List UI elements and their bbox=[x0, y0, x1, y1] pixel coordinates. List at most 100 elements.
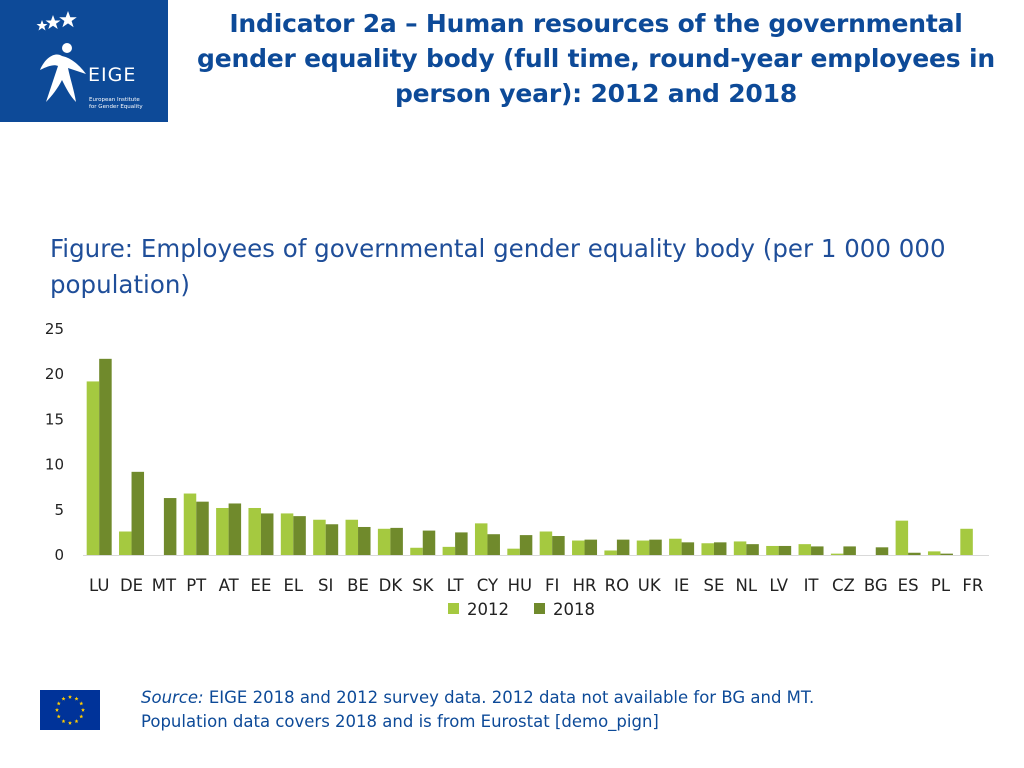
bar-2018-LU bbox=[99, 358, 112, 555]
bar-2012-HU bbox=[507, 548, 520, 555]
x-tick-label: NL bbox=[736, 576, 758, 595]
bar-2012-EE bbox=[248, 507, 261, 555]
y-tick-label: 25 bbox=[45, 320, 64, 338]
x-tick-label: ES bbox=[898, 576, 919, 595]
source-text-line2: Population data covers 2018 and is from … bbox=[141, 712, 659, 731]
eige-star-figure-icon bbox=[36, 11, 86, 102]
bar-2018-IE bbox=[681, 542, 695, 555]
logo-subtitle: European Institute for Gender Equality bbox=[89, 97, 143, 110]
legend-label-2012: 2012 bbox=[467, 600, 509, 619]
figure-title: Figure: Employees of governmental gender… bbox=[50, 234, 946, 299]
bar-2018-BG bbox=[875, 547, 889, 555]
x-tick-label: AT bbox=[219, 576, 240, 595]
legend-swatch-2018 bbox=[534, 603, 545, 614]
bar-2018-EE bbox=[260, 513, 274, 555]
bar-2012-HR bbox=[572, 540, 585, 555]
bar-2018-NL bbox=[746, 544, 759, 555]
legend: 2012 2018 bbox=[448, 600, 595, 619]
bar-2012-FR bbox=[960, 528, 973, 555]
bar-2018-CY bbox=[487, 534, 500, 555]
bar-2018-IT bbox=[811, 546, 824, 555]
x-tick-label: BG bbox=[864, 576, 888, 595]
eige-logo: EIGE European Institute for Gender Equal… bbox=[0, 0, 168, 122]
legend-swatch-2012 bbox=[448, 603, 459, 614]
legend-label-2018: 2018 bbox=[553, 600, 595, 619]
x-tick-label: HU bbox=[508, 576, 532, 595]
x-tick-label: RO bbox=[605, 576, 629, 595]
slide-title: Indicator 2a – Human resources of the go… bbox=[197, 9, 995, 108]
x-tick-label: CZ bbox=[832, 576, 855, 595]
y-tick-label: 10 bbox=[45, 456, 64, 474]
bar-2012-SI bbox=[313, 519, 326, 555]
x-tick-label: HR bbox=[573, 576, 597, 595]
x-tick-label: PL bbox=[931, 576, 951, 595]
bar-2012-IT bbox=[798, 544, 812, 555]
bar-2012-SE bbox=[701, 543, 714, 555]
x-tick-label: FI bbox=[545, 576, 559, 595]
bar-2018-UK bbox=[649, 539, 662, 555]
bar-2018-SK bbox=[422, 530, 436, 555]
eu-flag-icon bbox=[40, 690, 100, 730]
bar-2012-DE bbox=[119, 531, 132, 555]
bar-2012-UK bbox=[636, 540, 650, 555]
bar-2012-ES bbox=[895, 520, 909, 555]
logo-brand-text: EIGE bbox=[88, 64, 137, 86]
bar-2018-PT bbox=[196, 501, 209, 555]
y-tick-label: 5 bbox=[54, 501, 64, 519]
bar-2012-AT bbox=[216, 507, 229, 555]
bar-2012-PT bbox=[183, 493, 197, 555]
bar-2012-EL bbox=[280, 513, 294, 555]
bar-chart: 0 5 10 15 20 25 LU DE MT PT AT EE EL SI BE DK SK LT CY HU F… bbox=[45, 320, 989, 619]
source-text: EIGE 2018 and 2012 survey data. 2012 dat… bbox=[203, 688, 815, 707]
x-tick-label: LV bbox=[769, 576, 788, 595]
bar-2012-CZ bbox=[830, 553, 844, 555]
bar-2018-BE bbox=[358, 526, 371, 555]
bar-2012-NL bbox=[733, 541, 747, 555]
bar-2018-EL bbox=[293, 516, 306, 555]
x-tick-label: EE bbox=[251, 576, 272, 595]
x-tick-label: DK bbox=[379, 576, 404, 595]
x-tick-label: IE bbox=[674, 576, 689, 595]
x-tick-label: CY bbox=[477, 576, 499, 595]
x-tick-label: FR bbox=[962, 576, 983, 595]
x-tick-label: EL bbox=[284, 576, 304, 595]
bar-2012-LU bbox=[86, 381, 100, 555]
x-tick-label: LT bbox=[447, 576, 465, 595]
bar-2018-SE bbox=[713, 542, 727, 555]
x-tick-label: DE bbox=[120, 576, 143, 595]
bar-2012-LT bbox=[442, 546, 456, 555]
bar-2018-CZ bbox=[843, 546, 856, 555]
y-axis: 0 5 10 15 20 25 bbox=[45, 320, 64, 564]
x-tick-label: LU bbox=[89, 576, 109, 595]
bar-2012-CY bbox=[474, 523, 488, 555]
bar-2018-AT bbox=[228, 503, 242, 555]
bar-2018-MT bbox=[163, 498, 177, 555]
bar-2012-FI bbox=[539, 531, 553, 555]
x-tick-label: BE bbox=[347, 576, 369, 595]
bar-2018-ES bbox=[908, 552, 921, 555]
bar-2012-DK bbox=[377, 528, 391, 555]
bar-2018-FI bbox=[552, 536, 565, 555]
bar-2018-PL bbox=[940, 553, 953, 555]
bar-2018-DE bbox=[131, 471, 145, 555]
bar-2018-LV bbox=[778, 545, 792, 555]
x-tick-label: SE bbox=[704, 576, 725, 595]
y-tick-label: 0 bbox=[54, 546, 64, 564]
bar-2012-LV bbox=[766, 545, 779, 555]
x-tick-label: PT bbox=[186, 576, 207, 595]
bar-2018-SI bbox=[325, 524, 339, 555]
x-tick-label: SK bbox=[412, 576, 434, 595]
bar-2018-HU bbox=[519, 535, 533, 555]
x-tick-label: SI bbox=[318, 576, 333, 595]
bars-group bbox=[86, 358, 973, 555]
x-tick-label: IT bbox=[804, 576, 820, 595]
bar-2018-HR bbox=[584, 539, 598, 555]
source-note: Source: EIGE 2018 and 2012 survey data. … bbox=[141, 686, 1001, 734]
x-tick-label: MT bbox=[152, 576, 177, 595]
x-axis: LU DE MT PT AT EE EL SI BE DK SK LT CY HU FI HR RO UK IE SE… bbox=[89, 576, 983, 595]
bar-2018-DK bbox=[390, 527, 403, 555]
y-tick-label: 15 bbox=[45, 410, 64, 428]
bar-2012-IE bbox=[669, 538, 682, 555]
y-tick-label: 20 bbox=[45, 365, 64, 383]
bar-2012-SK bbox=[410, 547, 423, 555]
